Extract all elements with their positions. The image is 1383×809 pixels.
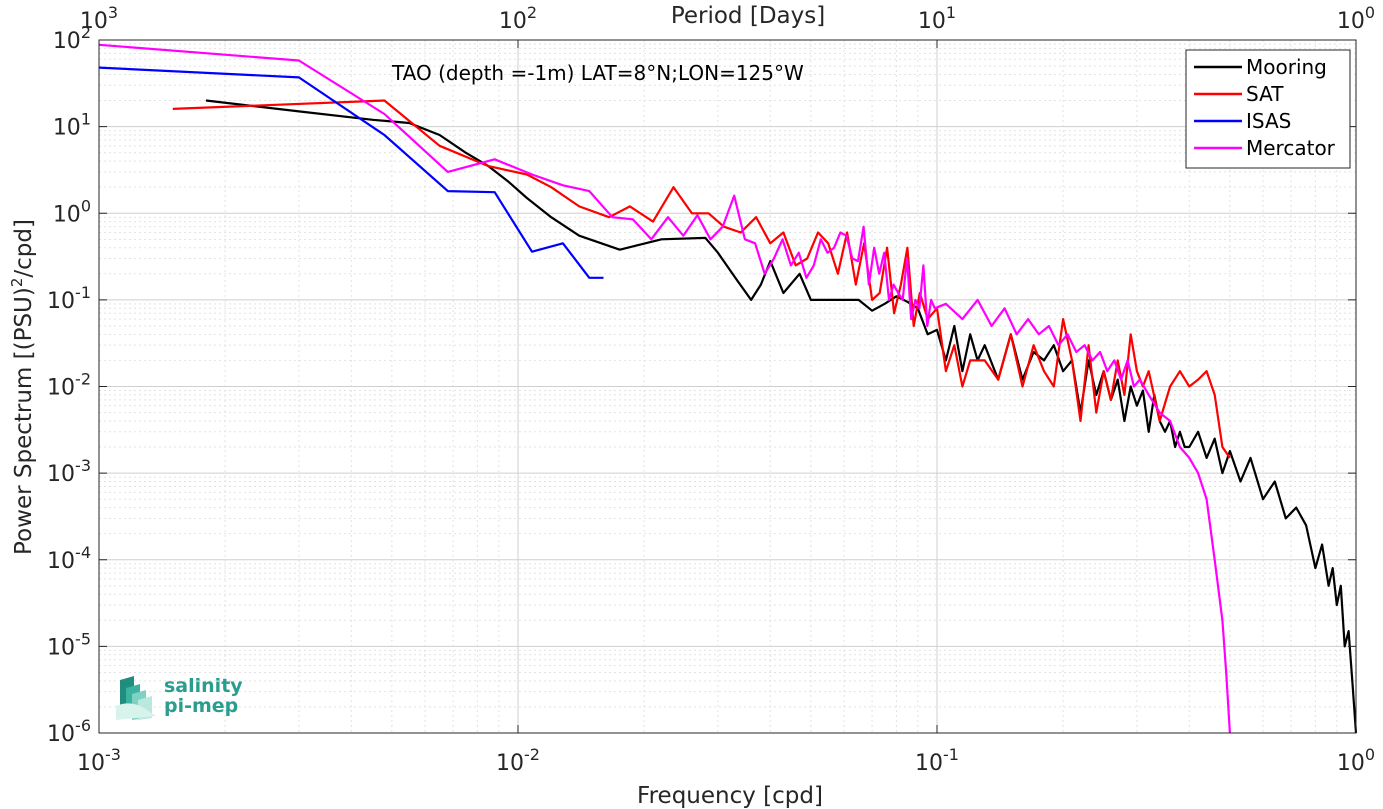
- y-tick-label: 10-4: [47, 543, 91, 574]
- top-axis-label: Period [Days]: [671, 3, 825, 29]
- legend-label-sat: SAT: [1246, 82, 1284, 106]
- legend: Mooring SAT ISAS Mercator: [1185, 49, 1351, 169]
- top-tick-label: 101: [918, 3, 956, 34]
- series-line-mooring: [205, 99, 1358, 734]
- legend-label-isas: ISAS: [1246, 109, 1291, 133]
- y-tick-label: 101: [53, 110, 91, 141]
- y-axis-label-sup: 2: [8, 278, 26, 288]
- salinity-pi-mep-logo: salinity pi-mep: [116, 675, 243, 720]
- y-axis-label: Power Spectrum [(PSU)2/cpd]: [8, 219, 37, 555]
- y-tick-label: 100: [53, 196, 91, 227]
- top-tick-label: 102: [499, 3, 537, 34]
- legend-label-mercator: Mercator: [1246, 136, 1336, 160]
- legend-label-mooring: Mooring: [1246, 55, 1327, 79]
- logo-line1: salinity: [164, 675, 243, 697]
- chart-title: TAO (depth =-1m) LAT=8°N;LON=125°W: [391, 61, 804, 85]
- x-tick-label: 100: [1337, 745, 1375, 776]
- series-lines: [98, 43, 1358, 734]
- y-axis-label-main: Power Spectrum [(PSU): [11, 287, 37, 555]
- y-tick-label: 10-3: [47, 456, 91, 487]
- logo-line2: pi-mep: [164, 695, 238, 717]
- x-tick-label: 10-3: [77, 745, 121, 776]
- y-tick-label: 10-6: [47, 716, 91, 747]
- top-tick-label: 100: [1337, 3, 1375, 34]
- x-tick-label: 10-1: [915, 745, 959, 776]
- x-axis-label: Frequency [cpd]: [637, 783, 823, 809]
- series-line-mercator: [98, 43, 1231, 734]
- x-tick-label: 10-2: [496, 745, 540, 776]
- top-tick-label: 103: [80, 3, 118, 34]
- y-axis-label-tail: /cpd]: [11, 219, 37, 278]
- y-tick-label: 10-1: [47, 283, 91, 314]
- y-tick-label: 10-5: [47, 629, 91, 660]
- y-tick-label: 10-2: [47, 370, 91, 401]
- y-tick-label: 102: [53, 23, 91, 54]
- waves-icon: [116, 676, 156, 720]
- series-line-isas: [98, 66, 604, 279]
